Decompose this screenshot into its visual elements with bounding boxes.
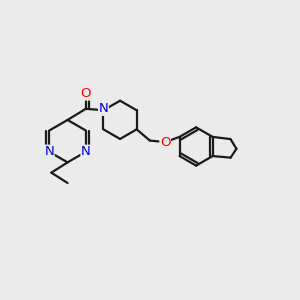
Text: N: N	[81, 145, 91, 158]
Text: N: N	[44, 145, 54, 158]
Text: O: O	[160, 136, 170, 148]
Text: O: O	[81, 87, 91, 100]
Text: N: N	[99, 102, 108, 115]
